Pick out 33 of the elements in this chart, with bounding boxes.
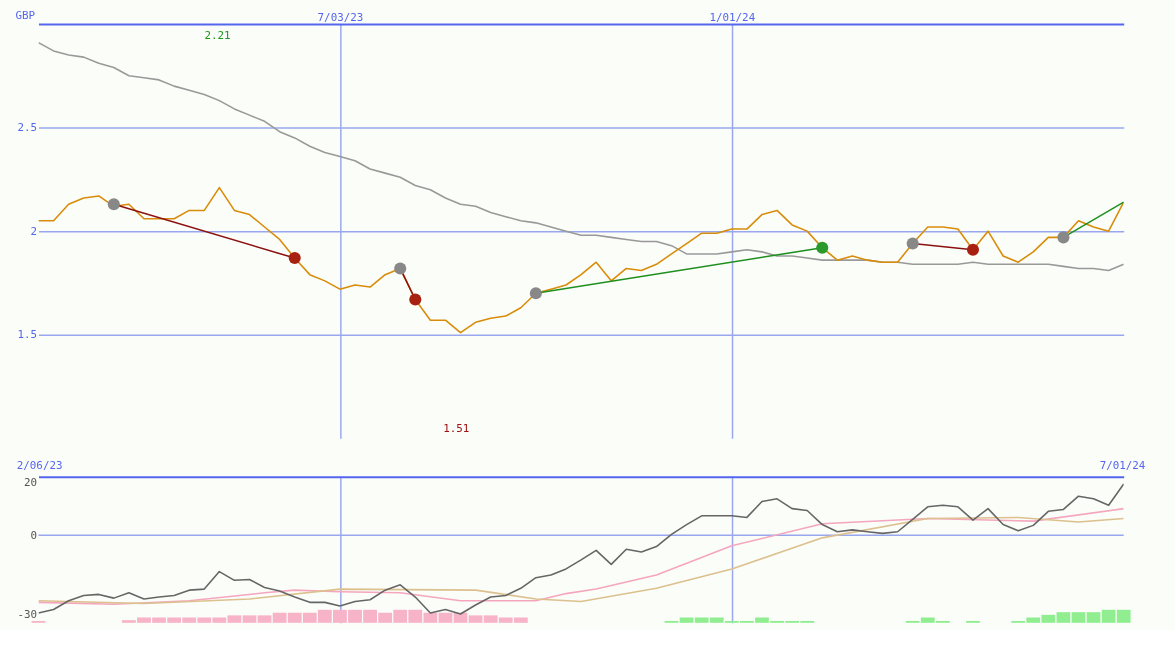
line-series xyxy=(38,41,1124,272)
x-tick-label: 7/03/23 xyxy=(317,10,364,24)
point xyxy=(409,293,422,306)
bar xyxy=(1071,612,1086,623)
point xyxy=(107,198,120,211)
point xyxy=(966,243,980,256)
y-tick-label: 20 xyxy=(23,475,37,489)
bar xyxy=(227,615,242,623)
line-series xyxy=(38,483,1124,615)
annotation: 2.21 xyxy=(204,28,231,42)
y-tick-label: 2.5 xyxy=(17,121,37,135)
y-tick-label: 0 xyxy=(30,528,37,542)
y-axis-title: GBP xyxy=(15,8,36,22)
bar xyxy=(1086,612,1101,623)
x-tick-label: 1/01/24 xyxy=(709,10,756,24)
text: 7/01/24 xyxy=(1099,458,1146,472)
point xyxy=(394,262,407,275)
point xyxy=(1057,231,1070,244)
bar xyxy=(438,612,453,623)
bar xyxy=(1056,612,1071,623)
point xyxy=(529,287,542,300)
point xyxy=(288,252,301,265)
bar xyxy=(242,615,257,623)
point xyxy=(906,237,919,250)
y-tick-label: 1.5 xyxy=(17,328,37,342)
line-series xyxy=(38,186,1124,334)
point xyxy=(816,241,829,254)
y-tick-label: 2 xyxy=(30,224,37,238)
annotation: 1.51 xyxy=(443,422,470,436)
bar xyxy=(468,615,483,623)
y-tick-label: -30 xyxy=(17,608,37,622)
bar xyxy=(257,615,272,623)
text: 2/06/23 xyxy=(16,458,63,472)
